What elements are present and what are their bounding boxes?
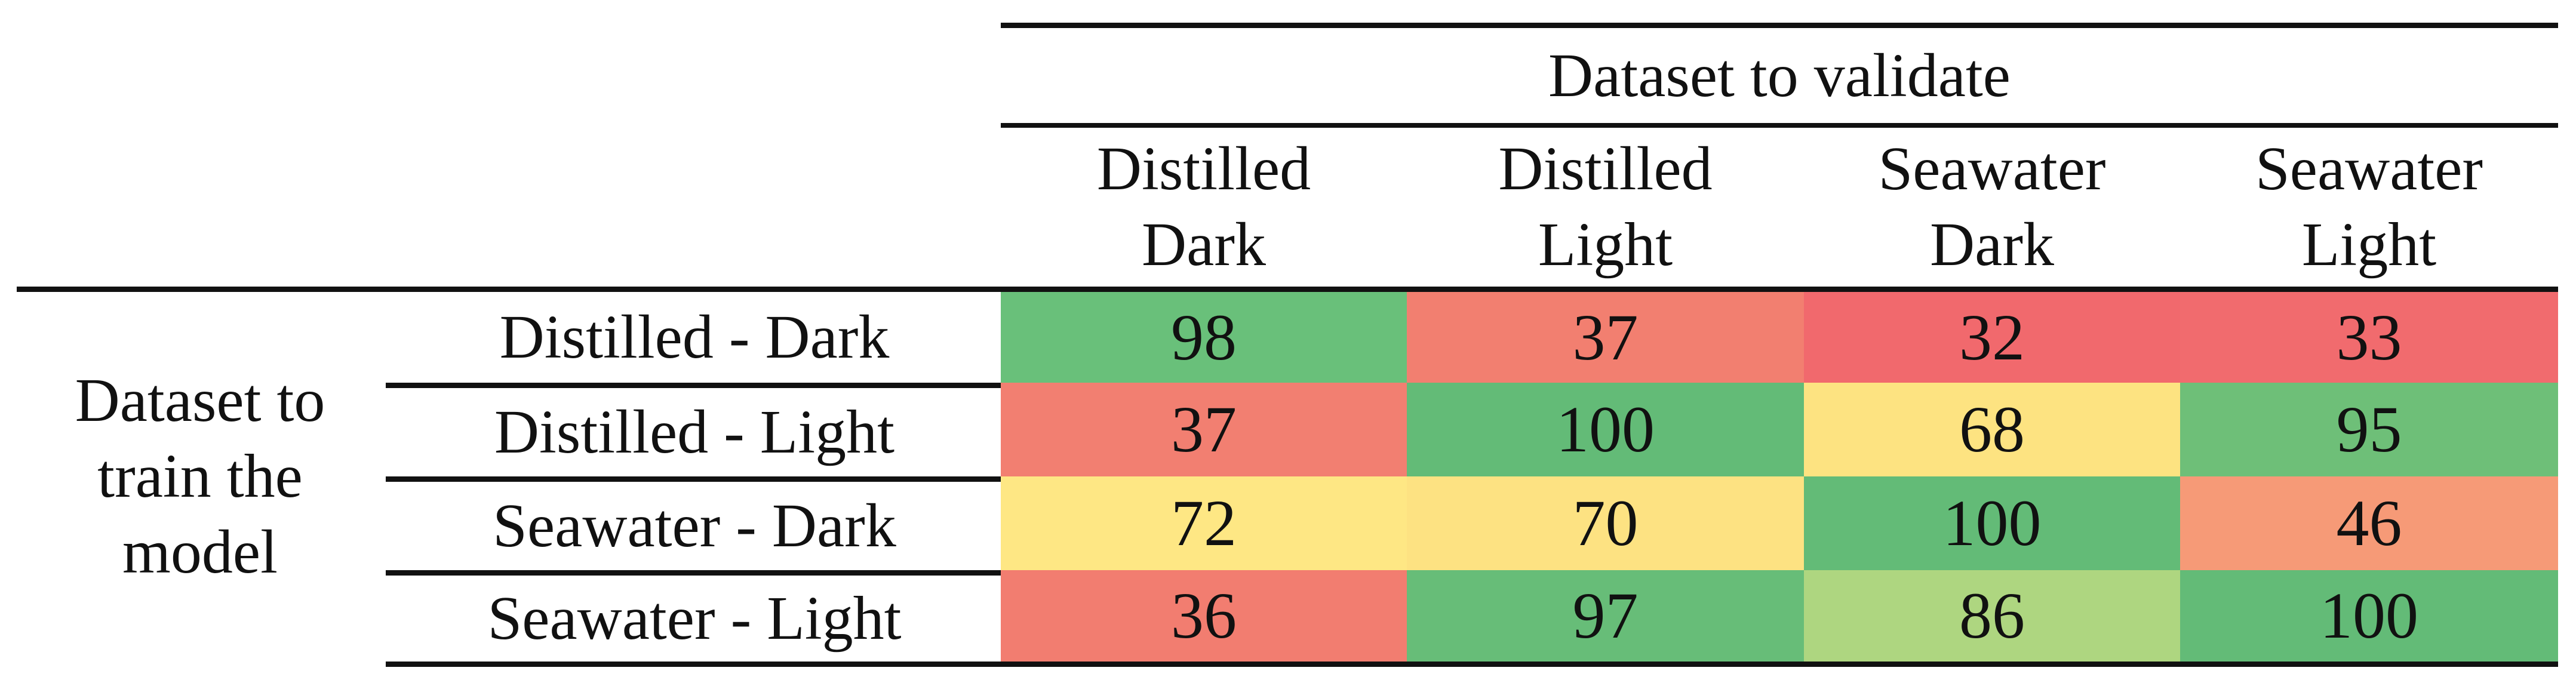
cell-distilled-light-vs-seawater-dark: 68 (1804, 383, 2180, 476)
cell-distilled-light-vs-distilled-light: 100 (1407, 383, 1804, 476)
cell-distilled-dark-vs-distilled-light: 37 (1407, 292, 1804, 383)
cell-seawater-dark-vs-distilled-light: 70 (1407, 476, 1804, 570)
row-label-distilled-light: Distilled - Light (494, 398, 895, 467)
row-label-seawater-dark: Seawater - Dark (493, 491, 896, 561)
cell-seawater-dark-vs-seawater-dark: 100 (1804, 476, 2180, 570)
cell-distilled-dark-vs-distilled-dark: 98 (1001, 292, 1407, 383)
column-group-rule (1001, 123, 2558, 128)
row-group-title: Dataset to train the model (75, 366, 325, 586)
cell-seawater-dark-vs-distilled-dark: 72 (1001, 476, 1407, 570)
cell-seawater-light-vs-distilled-dark: 36 (1001, 570, 1407, 662)
cell-seawater-light-vs-distilled-light: 97 (1407, 570, 1804, 662)
column-header-seawater-dark: Seawater Dark (1878, 134, 2106, 279)
cell-seawater-light-vs-seawater-dark: 86 (1804, 570, 2180, 662)
cell-distilled-light-vs-seawater-light: 95 (2180, 383, 2558, 476)
cell-distilled-dark-vs-seawater-light: 33 (2180, 292, 2558, 383)
row-label-seawater-light: Seawater - Light (487, 584, 902, 653)
row-label-distilled-dark: Distilled - Dark (499, 303, 890, 372)
cell-distilled-light-vs-distilled-dark: 37 (1001, 383, 1407, 476)
bottom-rule (386, 662, 2558, 667)
column-header-seawater-light: Seawater Light (2255, 134, 2483, 279)
cell-seawater-light-vs-seawater-light: 100 (2180, 570, 2558, 662)
cell-distilled-dark-vs-seawater-dark: 32 (1804, 292, 2180, 383)
column-group-title: Dataset to validate (1548, 41, 2011, 110)
cell-seawater-dark-vs-seawater-light: 46 (2180, 476, 2558, 570)
top-rule (1001, 23, 2558, 28)
column-header-distilled-light: Distilled Light (1498, 134, 1713, 279)
header-bottom-rule (17, 287, 2558, 292)
column-header-distilled-dark: Distilled Dark (1096, 134, 1311, 279)
